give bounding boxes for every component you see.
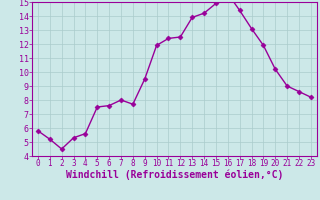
X-axis label: Windchill (Refroidissement éolien,°C): Windchill (Refroidissement éolien,°C)	[66, 170, 283, 180]
